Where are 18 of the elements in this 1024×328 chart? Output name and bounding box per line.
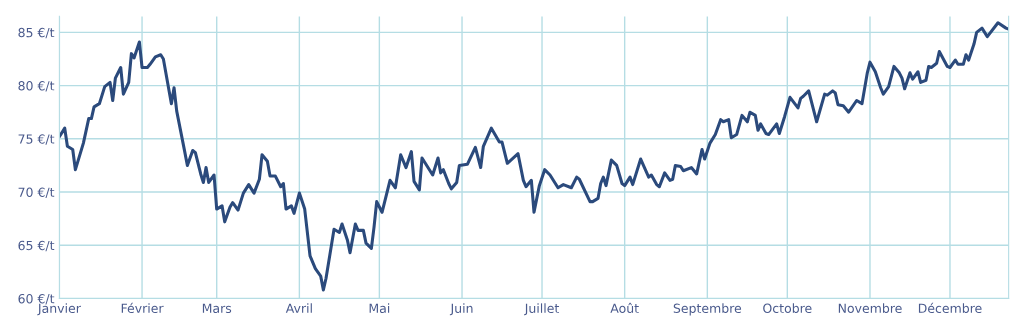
x-tick-label: Septembre xyxy=(673,303,742,316)
x-tick-label: Janvier xyxy=(37,303,81,316)
y-tick-label: 75 €/t xyxy=(18,134,55,145)
x-tick-label: Mai xyxy=(369,303,390,314)
x-tick-label: Juin xyxy=(449,303,473,316)
x-tick-label: Mars xyxy=(202,303,232,314)
x-tick-label: Décembre xyxy=(918,302,982,314)
x-tick-label: Août xyxy=(610,302,639,314)
x-tick-label: Février xyxy=(121,302,164,314)
y-tick-label: 80 €/t xyxy=(18,81,55,92)
y-tick-label: 85 €/t xyxy=(18,27,55,39)
y-tick-label: 60 €/t xyxy=(18,293,55,305)
x-tick-label: Juillet xyxy=(524,303,560,316)
y-tick-label: 70 €/t xyxy=(18,187,55,198)
y-tick-label: 65 €/t xyxy=(18,240,55,252)
x-tick-label: Octobre xyxy=(763,303,812,314)
x-tick-label: Avril xyxy=(285,303,312,313)
x-tick-label: Novembre xyxy=(838,303,902,314)
